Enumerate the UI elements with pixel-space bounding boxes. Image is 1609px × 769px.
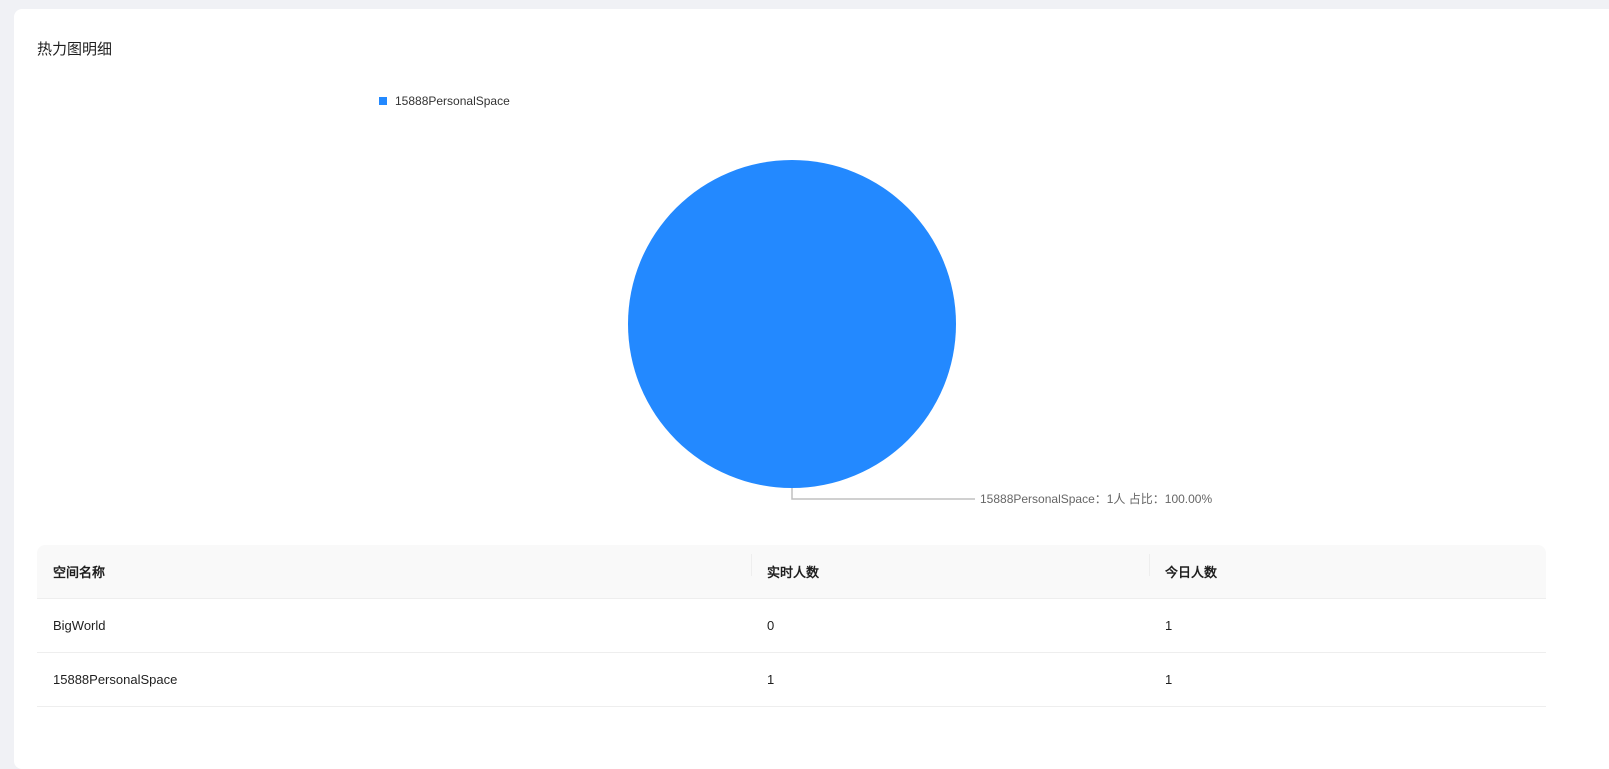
heatmap-detail-card: 热力图明细 15888PersonalSpace 15888PersonalSp… — [14, 9, 1609, 769]
pie-slice[interactable] — [628, 160, 956, 488]
header-realtime-count: 实时人数 — [751, 554, 1149, 581]
legend-label: 15888PersonalSpace — [395, 94, 510, 108]
header-space-name: 空间名称 — [53, 565, 106, 580]
panel-title: 热力图明细 — [37, 41, 113, 58]
legend-swatch — [379, 97, 387, 105]
space-table: 空间名称 实时人数 今日人数 BigWorld 0 1 15888Persona… — [37, 545, 1546, 707]
label-leader-line — [791, 488, 975, 500]
cell-realtime-count: 0 — [767, 618, 775, 633]
table-row: 15888PersonalSpace 1 1 — [37, 653, 1546, 707]
cell-space-name: 15888PersonalSpace — [53, 672, 178, 687]
pie-chart: 15888PersonalSpace：1人 占比：100.00% — [628, 160, 1212, 506]
legend-item[interactable]: 15888PersonalSpace — [379, 94, 510, 108]
table-row: BigWorld 0 1 — [37, 599, 1546, 653]
table-header: 空间名称 实时人数 今日人数 — [37, 545, 1546, 599]
cell-today-count: 1 — [1165, 618, 1173, 633]
header-today-count: 今日人数 — [1149, 554, 1546, 581]
cell-today-count: 1 — [1165, 672, 1173, 687]
slice-label: 15888PersonalSpace：1人 占比：100.00% — [980, 491, 1212, 506]
cell-space-name: BigWorld — [53, 618, 106, 633]
cell-realtime-count: 1 — [767, 672, 775, 687]
